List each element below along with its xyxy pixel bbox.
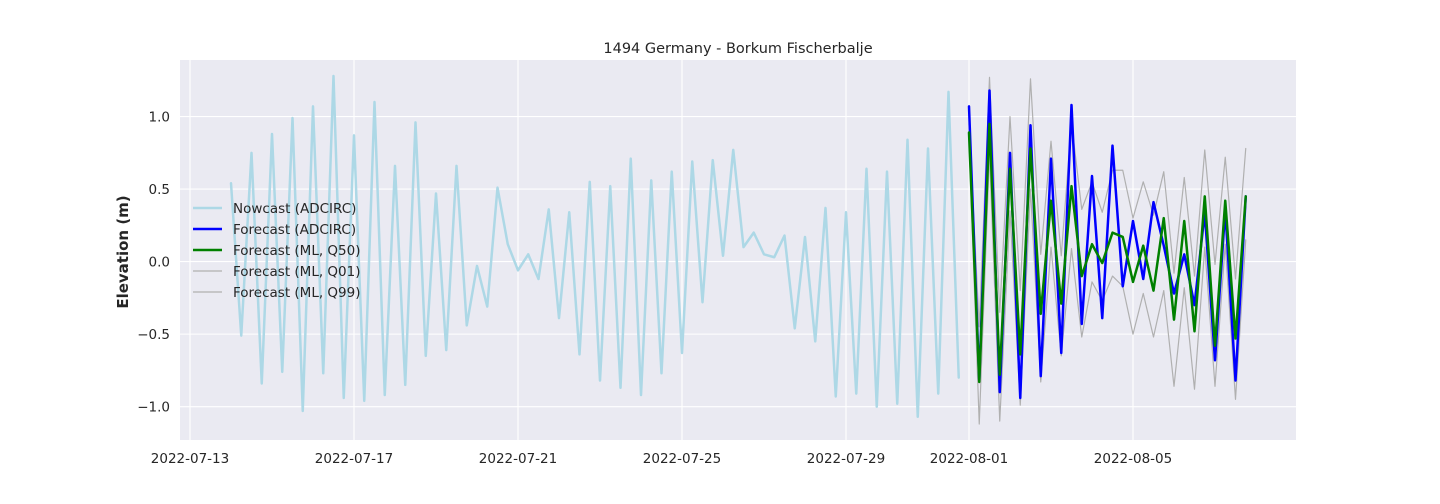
x-tick-label: 2022-07-13 [151,451,229,467]
x-tick-label: 2022-07-21 [479,451,557,467]
series-line-forecast-ml-q99 [968,76,1247,328]
chart-title: 1494 Germany - Borkum Fischerbalje [603,41,872,57]
y-axis-label: Elevation (m) [114,195,132,308]
x-tick-label: 2022-08-05 [1094,451,1172,467]
x-tick-label: 2022-07-17 [315,451,393,467]
x-tick-label: 2022-08-01 [930,451,1008,467]
y-tick-label: −0.5 [137,327,170,343]
legend-label-forecast-ml-q01: Forecast (ML, Q01) [233,264,361,280]
y-tick-label: 1.0 [149,110,170,126]
legend-label-forecast-ml-q50: Forecast (ML, Q50) [233,243,361,259]
legend-label-forecast-adcirc: Forecast (ADCIRC) [233,222,356,238]
y-tick-label: 0.5 [149,182,170,198]
y-tick-labels: 1.0 0.5 0.0 −0.5 −1.0 [137,110,170,416]
series-line-forecast-ml-q01 [968,137,1247,425]
legend-label-forecast-ml-q99: Forecast (ML, Q99) [233,285,361,301]
x-tick-label: 2022-07-29 [807,451,885,467]
y-tick-label: −1.0 [137,400,170,416]
series-line-forecast-ml-q50 [967,122,1247,384]
legend-label-nowcast-adcirc: Nowcast (ADCIRC) [233,201,356,217]
y-tick-label: 0.0 [149,255,170,271]
x-tick-label: 2022-07-25 [643,451,721,467]
series-layer [229,74,1247,425]
legend: Nowcast (ADCIRC) Forecast (ADCIRC) Forecas… [193,201,361,301]
series-line-nowcast-adcirc [229,74,960,419]
x-tick-labels: 2022-07-13 2022-07-17 2022-07-21 2022-07-25… [151,451,1172,467]
